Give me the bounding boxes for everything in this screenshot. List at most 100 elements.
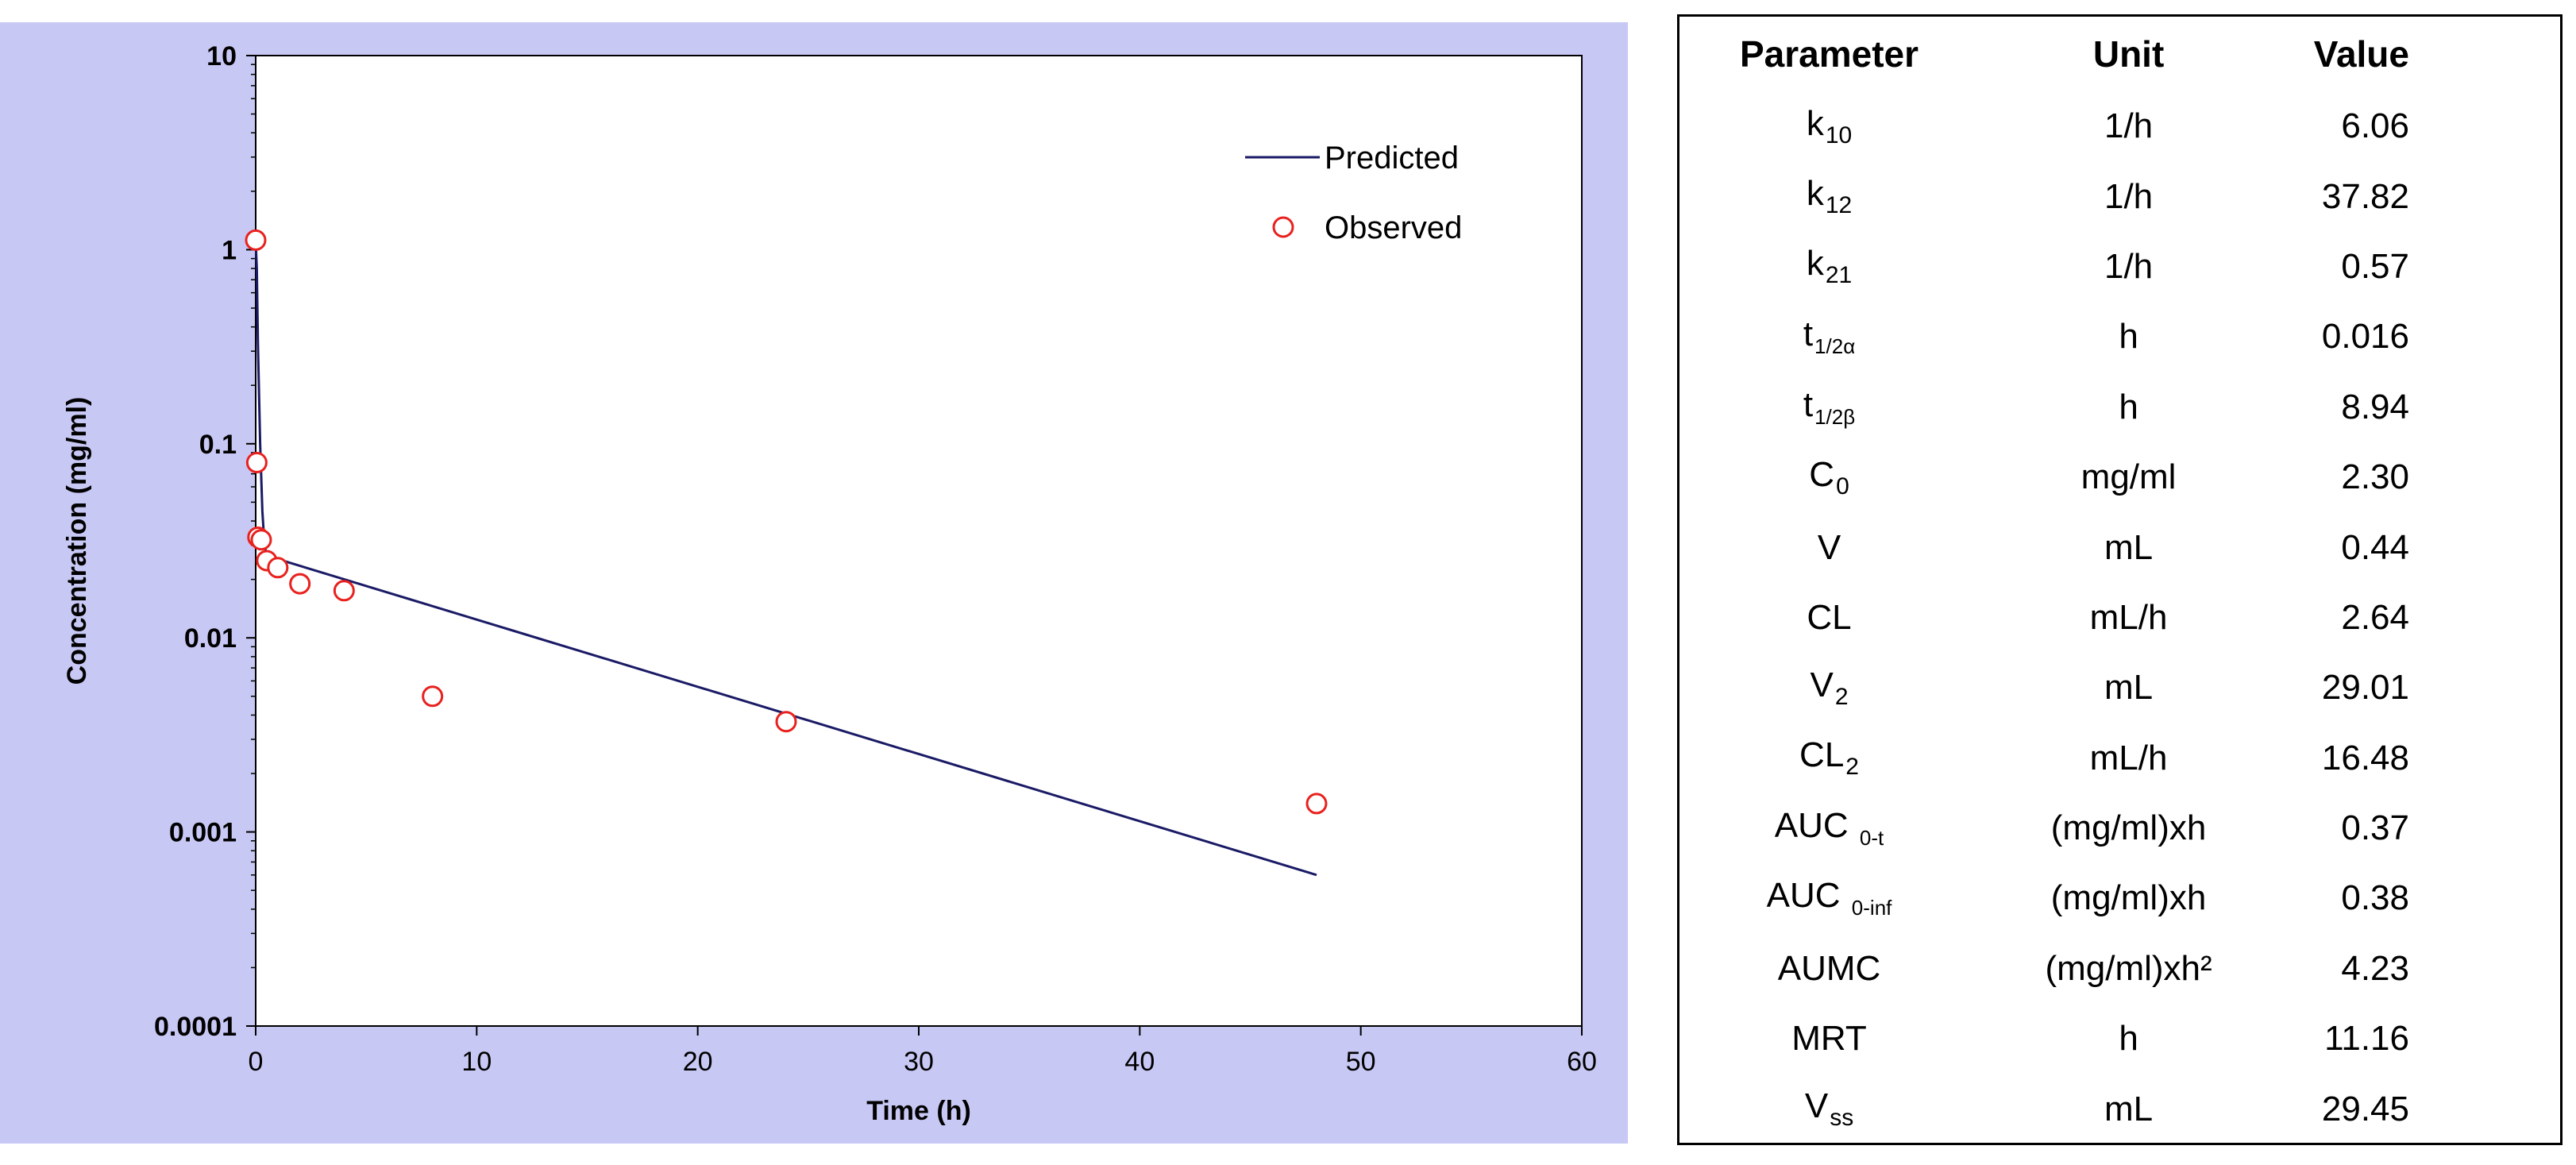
unit-cell: mL [2104, 527, 2154, 567]
parameter-cell: k10 [1679, 91, 1979, 161]
x-tick-label: 10 [461, 1047, 492, 1077]
header-value: Value [2313, 33, 2409, 75]
x-tick-label: 30 [904, 1047, 934, 1077]
parameter-cell: V2 [1679, 653, 1979, 723]
parameter-symbol: MRT [1791, 1019, 1867, 1059]
table-row: t1/2α h 0.016 [1679, 302, 2560, 372]
parameter-symbol: CL [1807, 597, 1852, 637]
parameter-subscript: 12 [1825, 192, 1853, 219]
table-row: Vss mL 29.45 [1679, 1074, 2560, 1144]
table-row: CL2 mL/h 16.48 [1679, 723, 2560, 793]
legend: Predicted Observed [1245, 141, 1462, 245]
header-parameter: Parameter [1740, 33, 1919, 75]
parameter-subscript: 21 [1825, 262, 1853, 289]
x-tick-label: 50 [1346, 1047, 1376, 1077]
table-row: MRT h 11.16 [1679, 1004, 2560, 1074]
value-cell: 8.94 [2341, 387, 2409, 426]
parameter-symbol: t [1803, 314, 1814, 354]
parameter-cell: t1/2α [1679, 302, 1979, 372]
unit-cell: mL [2104, 1089, 2154, 1128]
unit-cell: mL/h [2089, 597, 2168, 637]
series-layer [245, 229, 1328, 877]
parameter-cell: C0 [1679, 442, 1979, 512]
value-cell: 16.48 [2321, 738, 2409, 777]
y-tick-label: 10 [206, 41, 237, 71]
unit-cell: h [2119, 317, 2138, 357]
y-axis-label: Concentration (mg/ml) [62, 397, 92, 685]
unit-cell: (mg/ml)xh² [2045, 948, 2212, 988]
header-unit: Unit [2092, 33, 2165, 75]
value-cell: 2.64 [2341, 597, 2409, 637]
value-cell: 11.16 [2324, 1019, 2409, 1059]
parameter-symbol: C [1809, 454, 1835, 494]
parameter-cell: t1/2β [1679, 372, 1979, 442]
parameter-symbol: V [1817, 527, 1841, 567]
parameter-symbol: AUC [1774, 806, 1858, 846]
table-row: t1/2β h 8.94 [1679, 372, 2560, 442]
plot-area [255, 55, 1583, 1027]
observed-point [289, 573, 311, 595]
parameter-cell: Vss [1679, 1074, 1979, 1144]
x-tick-label: 0 [249, 1047, 264, 1077]
table-row: k10 1/h 6.06 [1679, 91, 2560, 161]
observed-point [1305, 793, 1328, 815]
parameter-symbol: CL [1799, 735, 1845, 775]
parameter-cell: V [1679, 512, 1979, 582]
value-cell: 0.38 [2341, 878, 2409, 918]
parameter-cell: CL2 [1679, 723, 1979, 793]
parameter-subscript: 2 [1845, 754, 1859, 781]
parameter-subscript: 10 [1825, 122, 1853, 149]
observed-point [422, 685, 444, 708]
parameter-cell: CL [1679, 583, 1979, 653]
parameter-cell: MRT [1679, 1004, 1979, 1074]
parameter-cell: AUMC [1679, 934, 1979, 1004]
observed-point [245, 229, 267, 251]
table-row: AUMC (mg/ml)xh² 4.23 [1679, 934, 2560, 1004]
parameter-subscript: 0-t [1859, 826, 1884, 851]
legend-marker-swatch [1272, 216, 1294, 238]
parameter-symbol: AUMC [1777, 948, 1881, 988]
parameter-subscript: 0 [1836, 473, 1849, 500]
parameter-subscript: ss [1830, 1105, 1854, 1132]
parameter-subscript: 0-inf [1851, 896, 1892, 920]
table-row: k12 1/h 37.82 [1679, 161, 2560, 231]
x-tick-label: 60 [1567, 1047, 1597, 1077]
unit-cell: (mg/ml)xh [2050, 878, 2207, 918]
observed-point [250, 529, 272, 551]
parameter-table: Parameter Unit Value k10 1/h 6.06 k12 1/h 37.… [1679, 17, 2560, 1144]
table-row: C0 mg/ml 2.30 [1679, 442, 2560, 512]
parameter-subscript: 2 [1834, 683, 1849, 710]
unit-cell: (mg/ml)xh [2050, 808, 2207, 848]
parameter-subscript: 1/2α [1814, 334, 1856, 359]
pk-parameter-table: Parameter Unit Value k10 1/h 6.06 k12 1/h 37.… [1677, 14, 2563, 1145]
table-row: AUC 0-t (mg/ml)xh 0.37 [1679, 793, 2560, 863]
value-cell: 29.01 [2321, 668, 2409, 708]
unit-cell: 1/h [2104, 176, 2154, 216]
parameter-cell: k21 [1679, 232, 1979, 302]
y-tick-label: 0.1 [199, 430, 237, 460]
parameter-symbol: k [1806, 174, 1824, 214]
observed-point [775, 711, 797, 733]
y-tick-label: 0.001 [169, 818, 237, 848]
parameter-symbol: k [1806, 103, 1824, 143]
value-cell: 29.45 [2321, 1089, 2409, 1128]
concentration-time-chart: 0 10 20 30 40 50 60 0.0001 0.001 0.01 0.1 1 10 Predi… [0, 22, 1628, 1144]
value-cell: 0.016 [2321, 317, 2409, 357]
legend-label-predicted: Predicted [1325, 141, 1459, 176]
parameter-subscript: 1/2β [1814, 404, 1856, 429]
table-header-row: Parameter Unit Value [1679, 17, 2560, 91]
parameter-symbol: k [1806, 244, 1824, 284]
unit-cell: h [2119, 1019, 2138, 1059]
table-row: CL mL/h 2.64 [1679, 583, 2560, 653]
unit-cell: mL [2104, 668, 2154, 708]
x-tick-label: 40 [1124, 1047, 1155, 1077]
legend-label-observed: Observed [1325, 210, 1462, 245]
unit-cell: mL/h [2089, 738, 2168, 777]
parameter-symbol: V [1804, 1086, 1829, 1126]
parameter-cell: AUC 0-t [1679, 793, 1979, 863]
chart-svg: 0 10 20 30 40 50 60 0.0001 0.001 0.01 0.1 1 10 Predi… [0, 22, 1628, 1144]
x-axis-label: Time (h) [866, 1096, 971, 1126]
unit-cell: mg/ml [2080, 457, 2177, 497]
value-cell: 0.37 [2341, 808, 2409, 848]
